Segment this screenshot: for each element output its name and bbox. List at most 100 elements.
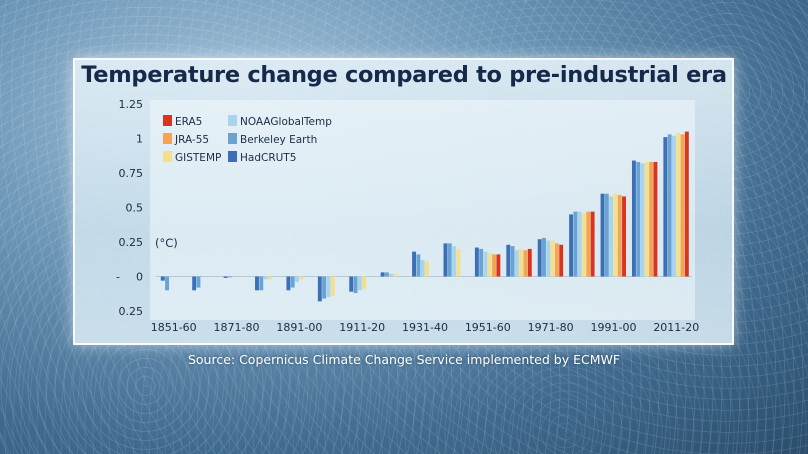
y-tick-label: 0.5 <box>126 202 144 215</box>
bar-jra-55-1981-90 <box>586 211 591 277</box>
bar-noaaglobaltemp-1891-00 <box>295 276 299 283</box>
bar-noaaglobaltemp-1931-40 <box>420 259 425 277</box>
bar-berkeley-earth-1991-00 <box>604 193 609 277</box>
bar-era5-2001-10 <box>653 161 658 277</box>
bar-era5-1971-80 <box>559 244 564 277</box>
y-tick-label: 0.25 <box>119 236 144 249</box>
legend-label-era5: ERA5 <box>175 116 202 128</box>
y-tick-label: 1.25 <box>119 98 144 111</box>
bar-gistemp-1911-20 <box>362 276 367 289</box>
bar-gistemp-2001-10 <box>644 161 649 277</box>
legend-label-hadcrut5: HadCRUT5 <box>240 152 296 164</box>
bar-berkeley-earth-1901-10 <box>322 276 327 299</box>
bar-hadcrut5-1901-10 <box>317 276 322 302</box>
bar-berkeley-earth-1941-50 <box>447 243 452 277</box>
bar-gistemp-1921-30 <box>393 273 398 277</box>
bar-hadcrut5-1981-90 <box>569 214 574 277</box>
y-tick-label: 0.25 <box>119 305 144 318</box>
bar-noaaglobaltemp-1981-90 <box>577 211 582 277</box>
bar-berkeley-earth-1981-90 <box>573 211 578 277</box>
bar-hadcrut5-1941-50 <box>443 243 448 277</box>
bar-hadcrut5-1951-60 <box>474 247 479 277</box>
bar-berkeley-earth-1971-80 <box>542 237 546 277</box>
x-tick-label: 1971-80 <box>528 321 574 334</box>
bar-hadcrut5-2001-10 <box>631 160 636 277</box>
x-tick-label: 1991-00 <box>591 321 637 334</box>
bar-gistemp-1881-90 <box>267 276 272 280</box>
bar-jra-55-1951-60 <box>492 254 497 277</box>
bar-gistemp-2011-20 <box>676 132 681 277</box>
bar-berkeley-earth-1911-20 <box>353 276 358 294</box>
bar-noaaglobaltemp-1991-00 <box>609 196 614 277</box>
y-zero-marker: - <box>116 271 120 284</box>
bar-jra-55-2011-20 <box>680 134 685 277</box>
bar-hadcrut5-1851-60 <box>160 276 165 281</box>
legend-swatch-noaaglobaltemp <box>228 115 237 126</box>
bar-noaaglobaltemp-1971-80 <box>546 240 551 277</box>
bar-hadcrut5-1911-20 <box>349 276 354 292</box>
x-tick-label: 1911-20 <box>339 321 385 334</box>
bar-berkeley-earth-1861-70 <box>196 276 201 288</box>
bar-hadcrut5-1861-70 <box>192 276 197 291</box>
x-tick-label: 1891-00 <box>276 321 322 334</box>
bar-gistemp-1931-40 <box>425 261 429 277</box>
bar-gistemp-1901-10 <box>330 276 335 296</box>
bar-hadcrut5-1961-70 <box>506 244 511 277</box>
x-tick-label: 2011-20 <box>653 321 699 334</box>
legend-swatch-era5 <box>163 115 172 126</box>
bar-noaaglobaltemp-1921-30 <box>389 273 394 277</box>
bar-berkeley-earth-2001-10 <box>636 161 641 277</box>
y-tick-label: 1 <box>136 133 143 146</box>
bar-berkeley-earth-1961-70 <box>510 246 515 277</box>
legend-label-berkeley-earth: Berkeley Earth <box>240 134 317 146</box>
bar-era5-2011-20 <box>684 131 689 277</box>
legend-label-gistemp: GISTEMP <box>175 152 221 164</box>
bar-gistemp-1971-80 <box>550 240 555 277</box>
y-tick-label: 0 <box>136 271 143 284</box>
bar-noaaglobaltemp-1901-10 <box>326 276 331 298</box>
x-tick-label: 1951-60 <box>465 321 511 334</box>
bar-gistemp-1991-00 <box>613 193 618 277</box>
bar-noaaglobaltemp-1961-70 <box>514 250 519 277</box>
bar-hadcrut5-1931-40 <box>412 251 416 277</box>
x-tick-label: 1851-60 <box>151 321 197 334</box>
bar-berkeley-earth-1891-00 <box>290 276 295 288</box>
source-caption: Source: Copernicus Climate Change Servic… <box>187 352 621 367</box>
bar-berkeley-earth-1951-60 <box>479 248 484 277</box>
x-tick-label: 1871-80 <box>214 321 260 334</box>
chart-title: Temperature change compared to pre-indus… <box>81 62 727 88</box>
bar-gistemp-1941-50 <box>456 248 461 277</box>
bar-noaaglobaltemp-2011-20 <box>671 135 676 277</box>
bar-noaaglobaltemp-1951-60 <box>483 251 488 277</box>
bar-hadcrut5-1881-90 <box>255 276 259 291</box>
bar-jra-55-1961-70 <box>523 250 528 277</box>
bar-gistemp-1981-90 <box>582 213 586 277</box>
bar-berkeley-earth-1851-60 <box>165 276 170 291</box>
bar-berkeley-earth-1881-90 <box>259 276 264 291</box>
x-tick-label: 1931-40 <box>402 321 448 334</box>
bar-gistemp-1951-60 <box>487 253 492 277</box>
bar-era5-1951-60 <box>496 254 501 277</box>
bar-hadcrut5-1871-80 <box>223 276 228 278</box>
bar-hadcrut5-1971-80 <box>537 239 542 277</box>
bar-berkeley-earth-2011-20 <box>667 134 672 277</box>
y-tick-label: 0.75 <box>119 167 144 180</box>
bar-berkeley-earth-1871-80 <box>227 276 232 278</box>
bar-hadcrut5-1921-30 <box>380 272 385 277</box>
bar-noaaglobaltemp-1911-20 <box>357 276 362 291</box>
y-axis-label: (°C) <box>155 236 178 250</box>
bar-hadcrut5-2011-20 <box>663 137 668 277</box>
bar-era5-1961-70 <box>527 248 532 277</box>
legend-swatch-berkeley-earth <box>228 133 237 144</box>
legend-swatch-jra-55 <box>163 133 172 144</box>
bar-noaaglobaltemp-1941-50 <box>452 246 457 277</box>
bar-noaaglobaltemp-1881-90 <box>263 276 268 280</box>
bar-jra-55-2001-10 <box>649 161 654 277</box>
bar-jra-55-1971-80 <box>554 243 559 277</box>
bar-era5-1981-90 <box>590 211 595 277</box>
bar-noaaglobaltemp-2001-10 <box>640 163 645 277</box>
bar-hadcrut5-1991-00 <box>600 193 605 277</box>
legend-label-jra-55: JRA-55 <box>174 134 209 146</box>
bar-era5-1991-00 <box>622 196 626 277</box>
